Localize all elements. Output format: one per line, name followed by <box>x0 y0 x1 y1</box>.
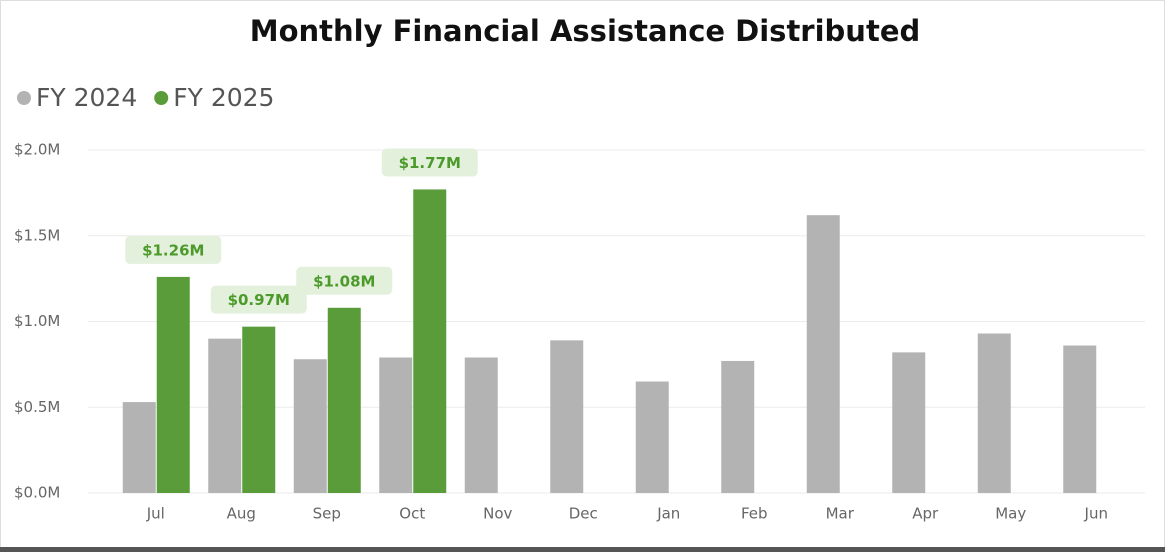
x-tick-label: Apr <box>912 505 939 523</box>
bar <box>156 276 190 493</box>
x-tick-label: Oct <box>399 505 425 523</box>
legend: FY 2024 FY 2025 <box>17 83 274 112</box>
data-label-bg <box>296 266 393 295</box>
data-label: $1.26M <box>142 241 204 259</box>
x-tick-label: Feb <box>741 505 768 523</box>
x-tick-label: May <box>995 505 1026 523</box>
legend-label: FY 2024 <box>36 83 137 112</box>
bar <box>379 357 413 493</box>
bar <box>464 357 498 493</box>
bar <box>721 360 755 493</box>
bar <box>242 326 276 493</box>
bar <box>892 352 926 493</box>
frame-shadow <box>0 547 1165 552</box>
chart-title: Monthly Financial Assistance Distributed <box>250 14 921 48</box>
data-label-bg <box>381 148 478 177</box>
y-tick-label: $1.5M <box>14 226 60 244</box>
data-label-bg <box>125 235 222 264</box>
data-label: $1.08M <box>313 272 375 290</box>
y-tick-label: $2.0M <box>14 141 60 159</box>
bar <box>413 189 447 493</box>
x-tick-label: Jul <box>146 505 165 523</box>
x-tick-label: Jan <box>656 505 680 523</box>
data-label: $0.97M <box>228 291 290 309</box>
bar <box>1063 345 1097 493</box>
bar <box>122 402 156 493</box>
y-tick-label: $0.0M <box>14 484 60 502</box>
x-tick-label: Dec <box>569 505 598 523</box>
bar <box>977 333 1011 493</box>
x-tick-label: Sep <box>313 505 341 523</box>
bar <box>293 359 327 493</box>
x-tick-label: Jun <box>1084 505 1108 523</box>
bar <box>635 381 669 493</box>
bar <box>550 340 584 493</box>
data-label-bg <box>210 285 307 314</box>
legend-label: FY 2025 <box>173 83 274 112</box>
y-tick-label: $1.0M <box>14 312 60 330</box>
data-label: $1.77M <box>399 154 461 172</box>
bar <box>806 215 840 494</box>
legend-marker <box>154 91 169 105</box>
bar <box>208 338 242 493</box>
x-tick-label: Mar <box>826 505 855 523</box>
legend-marker <box>17 91 31 105</box>
bar <box>327 307 361 493</box>
y-tick-label: $0.5M <box>14 398 60 416</box>
x-tick-label: Nov <box>483 505 512 523</box>
x-tick-label: Aug <box>227 505 256 523</box>
